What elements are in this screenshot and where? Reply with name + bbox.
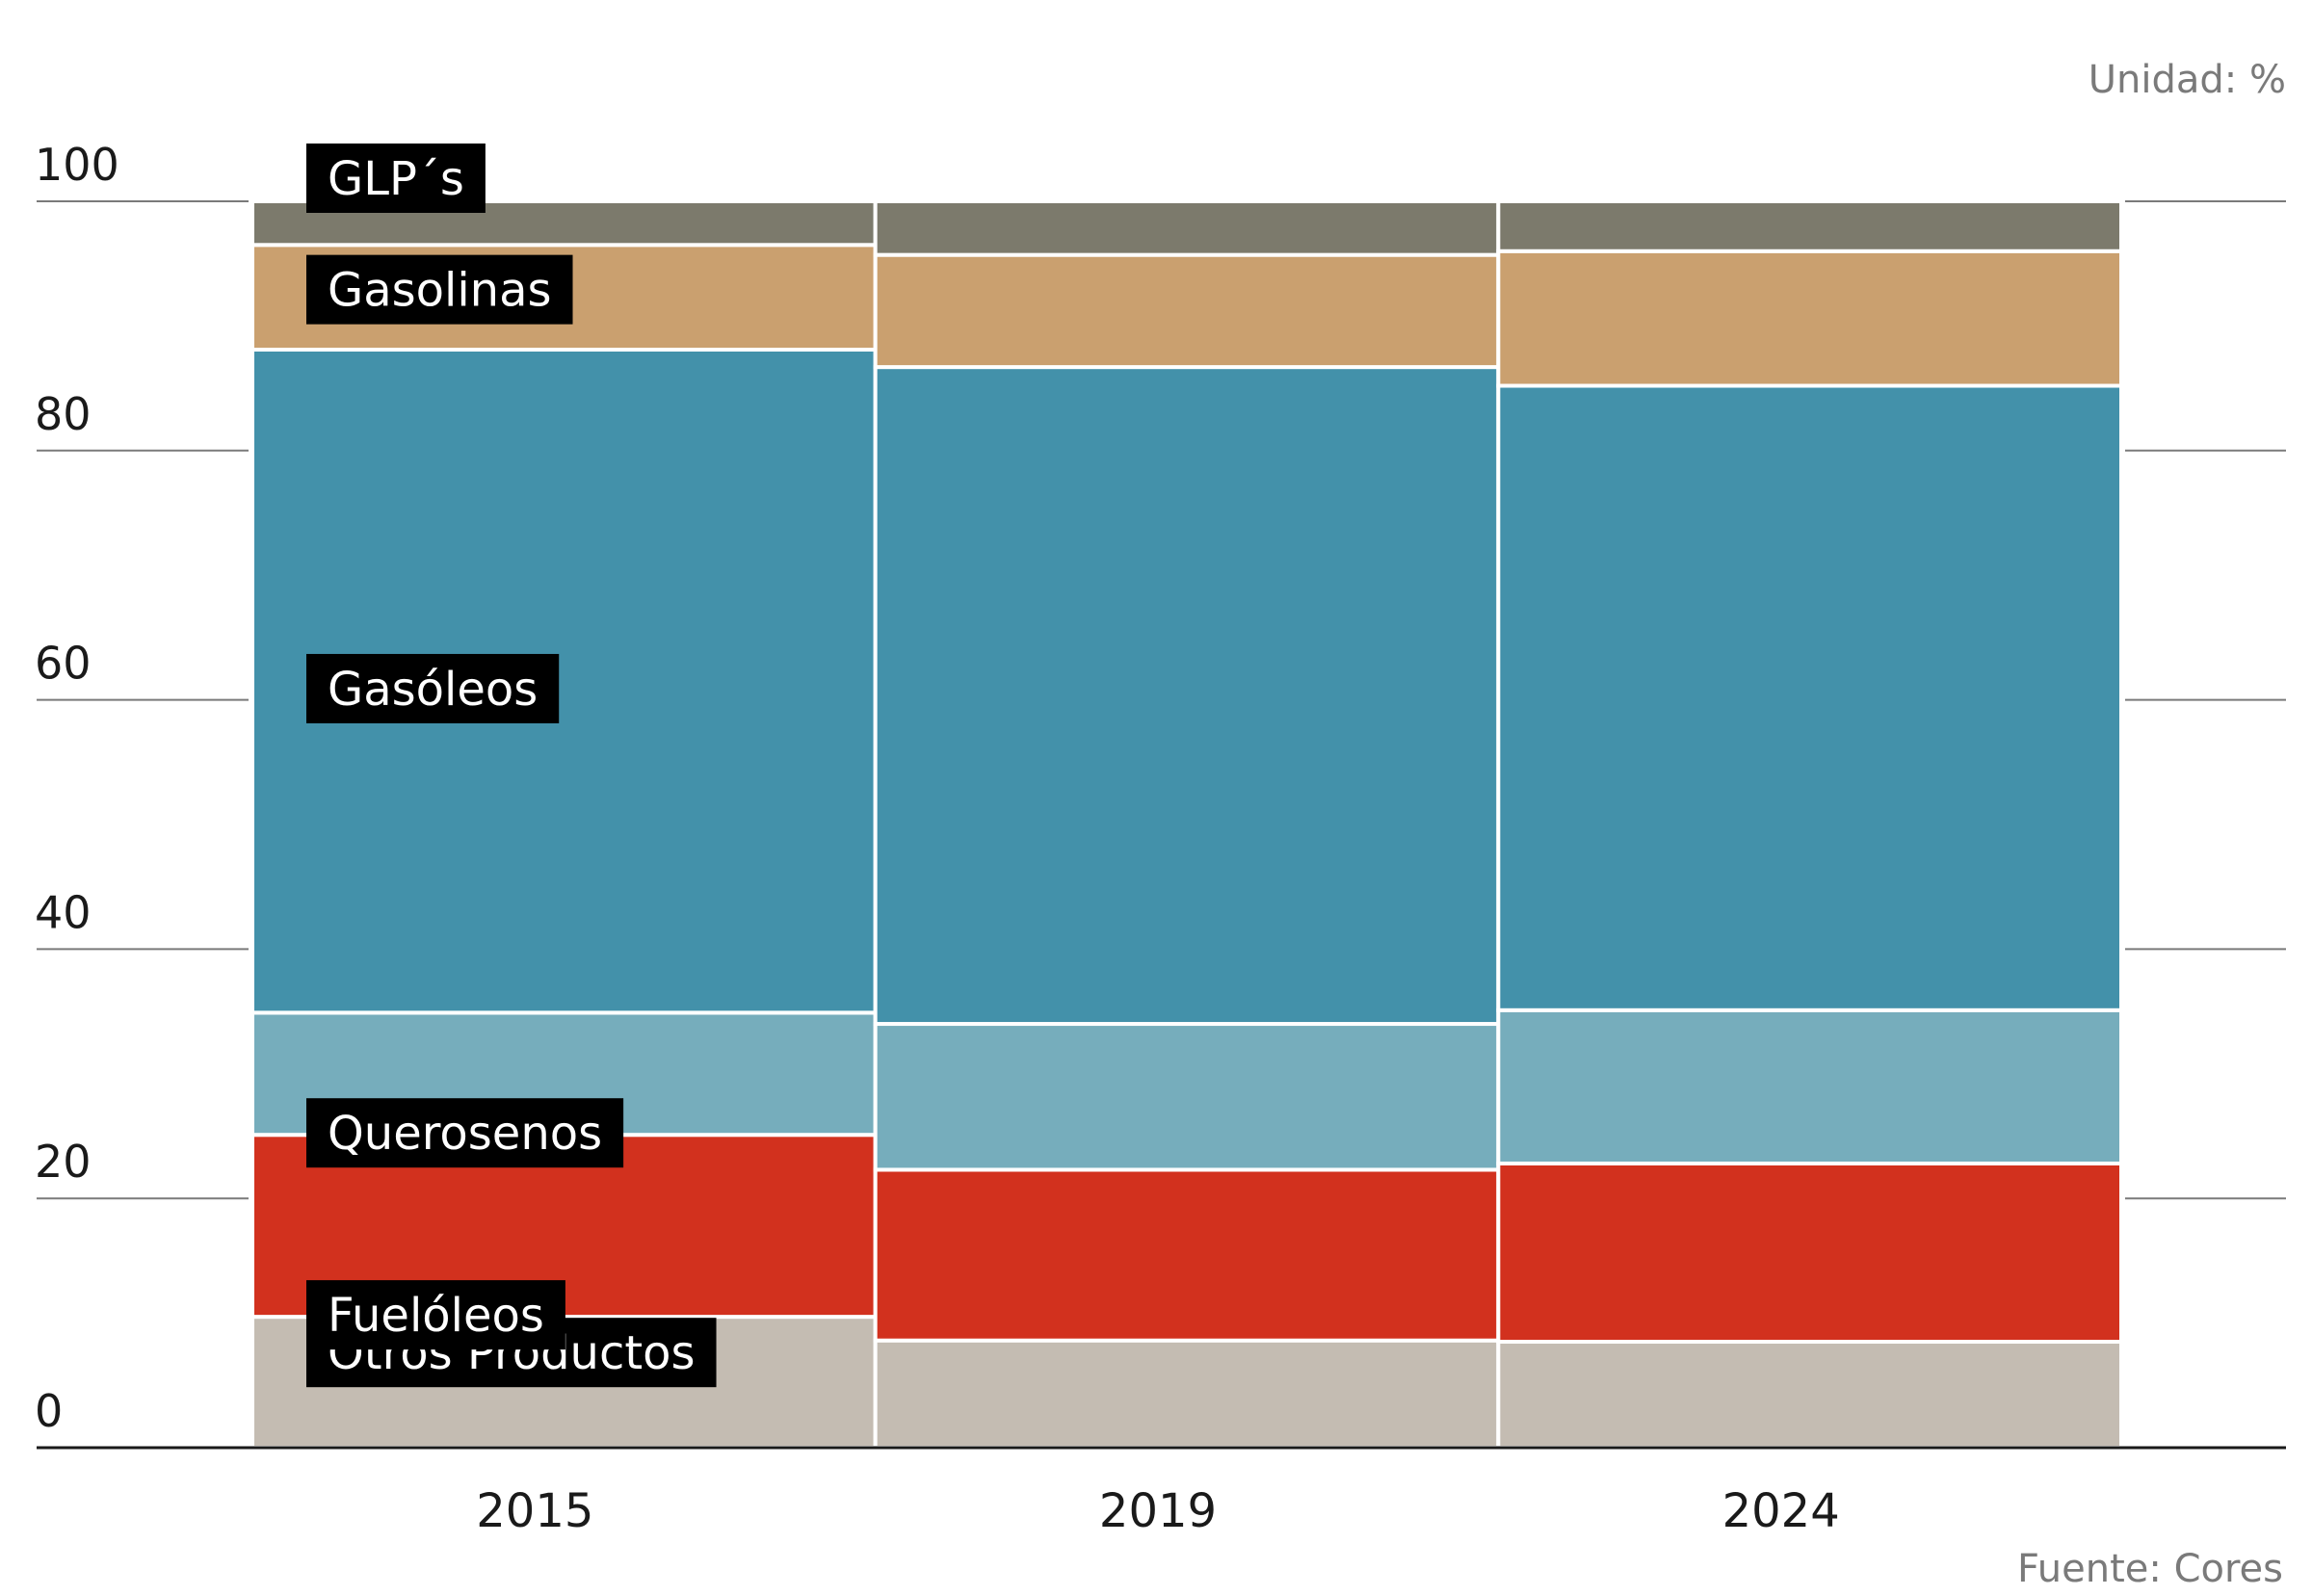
x-tick-label-2019: 2019 — [1099, 1484, 1217, 1538]
x-tick-label-2015: 2015 — [476, 1484, 593, 1538]
y-axis-ticks: 0 20 40 60 80 100 — [35, 139, 119, 1437]
series-label-box-3 — [306, 653, 560, 723]
y-tick-label-0: 0 — [35, 1385, 63, 1437]
source-note: Fuente: Cores — [2017, 1547, 2283, 1591]
series-label-box-2 — [306, 1098, 624, 1168]
bar-segment-2019-4 — [873, 252, 1501, 370]
bar-segment-2024-4 — [1496, 249, 2124, 388]
series-label-text-2: Querosenos — [328, 1107, 602, 1161]
bar-segment-2019-5 — [873, 199, 1501, 257]
bar-segment-2019-0 — [873, 1338, 1501, 1450]
series-label-box-5 — [306, 144, 486, 213]
series-label-box-4 — [306, 254, 573, 325]
bar-segment-2019-3 — [873, 365, 1501, 1027]
gridlines — [37, 200, 2286, 1200]
series-label-text-3: Gasóleos — [328, 663, 538, 717]
y-tick-label-60: 60 — [35, 638, 92, 690]
series-label-1: Fuelóleos — [306, 1280, 565, 1350]
bar-segment-2019-1 — [873, 1167, 1501, 1343]
y-tick-label-20: 20 — [35, 1136, 92, 1188]
series-label-3: Gasóleos — [306, 653, 560, 723]
series-label-text-4: Gasolinas — [328, 264, 552, 318]
series-labels: Otros ProductosFuelóleosQuerosenosGasóle… — [306, 144, 717, 1388]
bars — [250, 199, 2124, 1451]
x-tick-label-2024: 2024 — [1722, 1484, 1840, 1538]
bar-segment-2024-3 — [1496, 383, 2124, 1012]
bar-segment-2024-1 — [1496, 1161, 2124, 1345]
bar-segment-2024-2 — [1496, 1007, 2124, 1165]
bar-segment-2024-5 — [1496, 199, 2124, 253]
unit-note: Unidad: % — [2089, 58, 2286, 102]
series-label-box-1 — [306, 1280, 565, 1350]
bar-segment-2024-0 — [1496, 1340, 2124, 1451]
y-tick-label-80: 80 — [35, 388, 92, 440]
series-label-4: Gasolinas — [306, 254, 573, 325]
series-label-2: Querosenos — [306, 1098, 624, 1168]
x-axis-ticks: 2015 2019 2024 — [476, 1484, 1839, 1538]
series-label-text-1: Fuelóleos — [328, 1289, 544, 1343]
y-tick-label-100: 100 — [35, 139, 119, 191]
series-label-text-5: GLP´s — [328, 152, 464, 206]
series-label-5: GLP´s — [306, 144, 486, 213]
y-tick-label-40: 40 — [35, 886, 92, 938]
bar-segment-2019-2 — [873, 1022, 1501, 1172]
